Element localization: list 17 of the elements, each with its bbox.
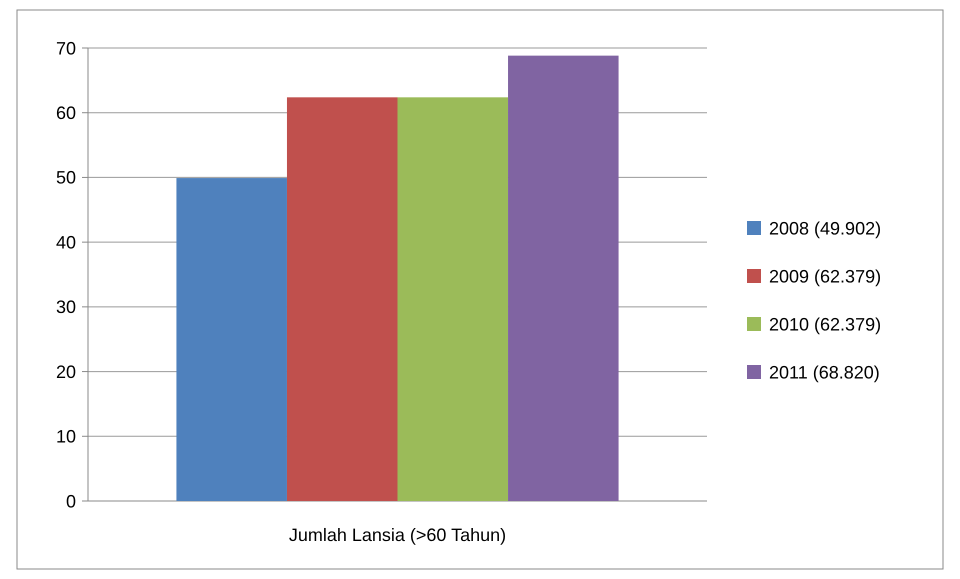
legend-label: 2008 (49.902)	[769, 218, 882, 238]
legend-label: 2011 (68.820)	[769, 362, 880, 382]
y-tick-label: 70	[56, 38, 76, 58]
legend-label: 2010 (62.379)	[769, 314, 882, 334]
bar	[286, 97, 398, 501]
bar	[508, 56, 619, 501]
legend-label: 2009 (62.379)	[769, 266, 882, 286]
y-tick-label: 40	[56, 232, 76, 252]
x-tick-label: Jumlah Lansia (>60 Tahun)	[288, 525, 506, 545]
y-tick-label: 60	[56, 103, 76, 124]
y-tick-label: 20	[56, 362, 76, 382]
y-tick-label: 30	[56, 297, 76, 318]
bar	[398, 97, 508, 501]
y-tick-label: 10	[56, 426, 76, 447]
y-tick-label: 50	[56, 168, 76, 188]
bar	[176, 178, 287, 501]
y-tick-label: 0	[66, 491, 76, 512]
